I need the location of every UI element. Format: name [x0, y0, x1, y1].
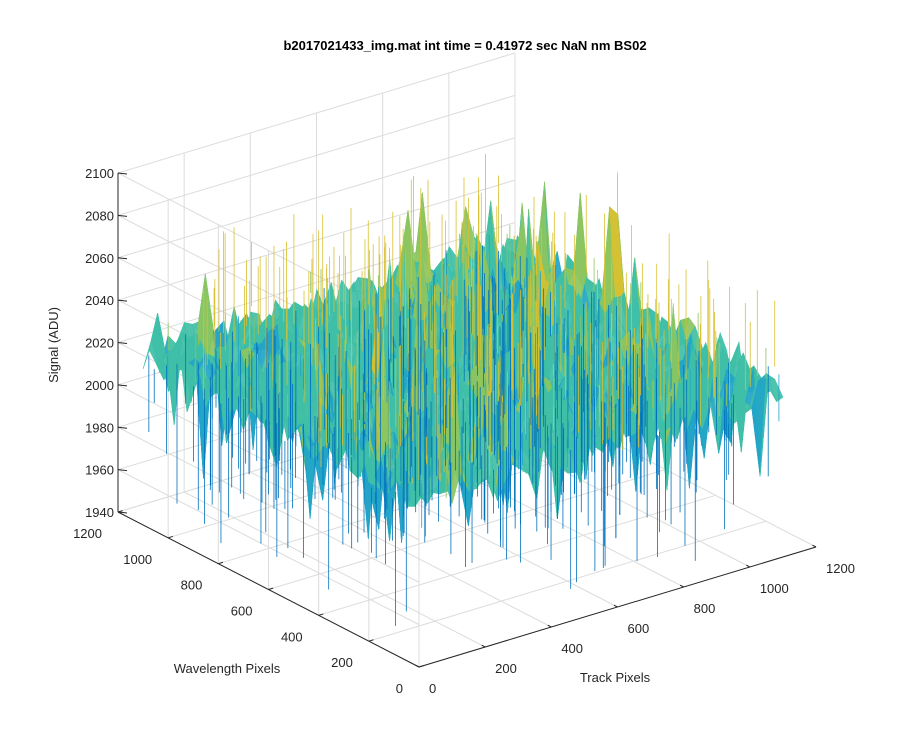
- y-tick-label: 1200: [73, 526, 102, 541]
- x-tick-label: 0: [429, 681, 436, 696]
- grid-line: [117, 137, 516, 259]
- z-axis-label: Signal (ADU): [46, 307, 61, 383]
- x-tick-label: 400: [561, 641, 583, 656]
- x-tick: [415, 664, 420, 668]
- z-tick: [117, 172, 128, 175]
- y-tick: [368, 639, 374, 642]
- x-tick-label: 1200: [826, 561, 855, 576]
- z-tick: [117, 469, 128, 472]
- z-tick: [117, 384, 128, 387]
- z-tick-label: 1980: [85, 420, 114, 435]
- grid-line: [117, 94, 516, 216]
- z-tick: [117, 511, 128, 514]
- y-tick: [318, 613, 324, 616]
- y-tick-label: 600: [231, 604, 253, 619]
- z-tick-label: 2000: [85, 378, 114, 393]
- y-tick: [418, 665, 424, 668]
- z-tick-label: 1940: [85, 505, 114, 520]
- x-tick: [746, 564, 751, 568]
- y-tick: [268, 587, 274, 590]
- z-tick: [117, 426, 128, 429]
- x-tick: [812, 544, 817, 548]
- tick-labels: 0 200 400 600 800 1000 1200 0 200 400 600 800 1000 12…: [73, 166, 855, 696]
- z-tick: [117, 299, 128, 302]
- x-tick-label: 200: [495, 661, 517, 676]
- x-tick: [481, 644, 486, 648]
- grid-line: [268, 469, 666, 590]
- x-tick-label: 800: [694, 601, 716, 616]
- z-tick-label: 2020: [85, 336, 114, 351]
- z-tick-label: 1960: [85, 463, 114, 478]
- z-tick: [117, 257, 128, 260]
- z-tick-label: 2060: [85, 251, 114, 266]
- y-tick-label: 200: [331, 655, 353, 670]
- z-tick-label: 2040: [85, 293, 114, 308]
- axes: [117, 172, 817, 668]
- y-tick-label: 1000: [123, 552, 152, 567]
- grid-line: [117, 52, 516, 174]
- y-tick-label: 0: [396, 681, 403, 696]
- surface-mesh: [142, 153, 784, 626]
- y-axis-label: Wavelength Pixels: [174, 661, 281, 676]
- z-tick-label: 2100: [85, 166, 114, 181]
- y-tick: [168, 535, 173, 539]
- grid-line: [117, 179, 516, 301]
- chart-title: b2017021433_img.mat int time = 0.41972 s…: [283, 38, 646, 53]
- grid-line: [117, 469, 420, 626]
- x-axis-label: Track Pixels: [580, 670, 651, 685]
- z-tick-label: 2080: [85, 208, 114, 223]
- z-tick: [117, 214, 128, 217]
- grid-line: [117, 426, 420, 583]
- x-tick-label: 1000: [760, 581, 789, 596]
- x-tick-label: 600: [628, 621, 650, 636]
- x-tick: [613, 604, 618, 608]
- grid-line: [318, 494, 716, 616]
- z-tick: [117, 342, 128, 344]
- y-tick-label: 400: [281, 629, 303, 644]
- y-tick-label: 800: [181, 578, 203, 593]
- x-tick: [679, 584, 684, 588]
- y-tick: [218, 561, 224, 565]
- x-tick: [547, 624, 552, 628]
- grid-line: [368, 520, 766, 642]
